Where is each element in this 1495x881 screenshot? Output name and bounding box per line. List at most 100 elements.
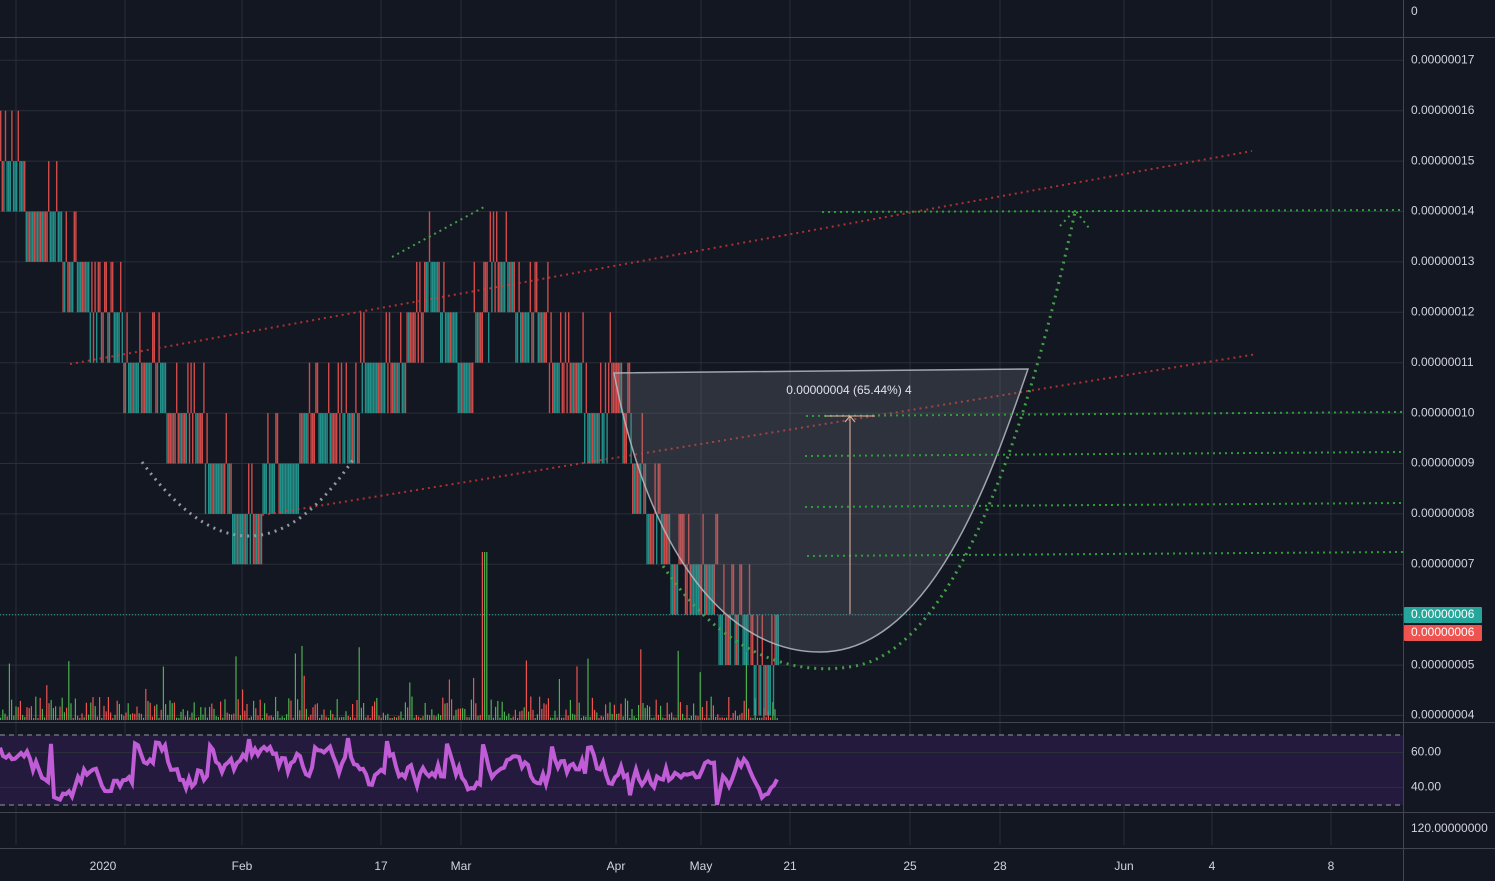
candle	[344, 413, 346, 464]
volume-bar	[459, 708, 461, 720]
volume-bar	[435, 716, 437, 720]
candle	[739, 564, 741, 615]
candle	[54, 211, 56, 262]
candle	[300, 413, 303, 464]
candle	[678, 513, 680, 565]
candle	[326, 413, 328, 464]
candle	[145, 362, 147, 414]
volume-bar	[453, 715, 455, 720]
candle	[8, 161, 10, 212]
volume-bar	[308, 716, 310, 720]
rsi-tick-label: 40.00	[1411, 780, 1441, 794]
candle	[534, 261, 536, 313]
candle	[380, 362, 383, 414]
candle	[387, 362, 389, 414]
volume-bar	[305, 708, 307, 720]
volume-bar	[244, 710, 246, 720]
volume-bar	[154, 705, 156, 720]
candle	[545, 312, 547, 363]
candle	[219, 463, 221, 514]
volume-bar	[690, 715, 692, 720]
volume-bar	[508, 713, 510, 720]
candle	[716, 513, 719, 565]
volume-bar	[237, 699, 239, 720]
candle	[600, 362, 602, 414]
volume-bar	[105, 711, 107, 720]
candle	[756, 614, 759, 666]
candle	[196, 413, 199, 464]
candle	[617, 362, 619, 414]
candle	[323, 413, 325, 464]
candle	[763, 665, 765, 716]
candle	[494, 261, 496, 313]
volume-bar	[371, 706, 373, 720]
candle	[99, 261, 101, 313]
candle	[660, 513, 663, 565]
candle	[179, 413, 181, 464]
volume-bar	[484, 552, 486, 720]
candle	[312, 413, 314, 464]
candle	[604, 362, 607, 414]
volume-bar	[35, 696, 37, 720]
volume-bar	[677, 650, 679, 720]
candle	[17, 110, 19, 162]
volume-bar	[217, 717, 219, 720]
y-tick-label: 0.00000007	[1411, 556, 1475, 570]
candle	[721, 614, 723, 666]
candle	[171, 413, 173, 464]
candle	[264, 463, 266, 514]
candle	[443, 261, 445, 313]
volume-bar	[499, 717, 501, 720]
candle	[724, 614, 727, 666]
volume-bar	[312, 707, 314, 720]
candle	[505, 211, 507, 262]
candle	[753, 665, 755, 716]
volume-bar	[290, 700, 292, 720]
volume-bar	[695, 715, 697, 720]
volume-bar	[6, 716, 8, 720]
candle	[14, 161, 16, 212]
volume-axis-label: 120.00000000	[1411, 821, 1488, 835]
volume-bar	[59, 706, 61, 720]
volume-bar	[332, 713, 334, 720]
candle	[203, 362, 205, 414]
candle	[384, 362, 386, 414]
drawing-layer[interactable]: 0.00000004 (65.44%) 4	[0, 150, 1404, 671]
candle	[414, 312, 416, 363]
candle	[571, 362, 573, 414]
candle	[638, 463, 640, 514]
candle	[356, 413, 359, 464]
candle	[283, 463, 285, 514]
volume-bar	[642, 702, 644, 720]
candle	[515, 312, 517, 363]
volume-bar	[336, 699, 338, 720]
candle	[27, 211, 29, 262]
candle	[713, 564, 715, 615]
candle	[368, 362, 370, 414]
candle	[427, 261, 429, 313]
candle	[342, 413, 344, 464]
candle	[764, 665, 767, 716]
candle	[337, 362, 339, 414]
candle	[640, 463, 642, 514]
volume-bar	[552, 717, 554, 720]
volume-bar	[699, 672, 701, 720]
candle	[315, 362, 317, 414]
candle	[158, 312, 160, 363]
volume-bar	[583, 716, 585, 720]
candle	[240, 513, 242, 565]
candle	[100, 312, 103, 363]
candle	[118, 312, 120, 363]
volume-bar	[334, 717, 336, 720]
candle	[217, 463, 219, 514]
volume-bar	[193, 702, 195, 720]
candle	[760, 665, 762, 716]
candle	[163, 362, 165, 414]
candle	[347, 413, 349, 464]
volume-bar	[140, 713, 142, 720]
candle	[94, 261, 96, 313]
volume-bar	[675, 717, 677, 720]
candle	[139, 312, 141, 363]
volume-bar	[646, 705, 648, 720]
